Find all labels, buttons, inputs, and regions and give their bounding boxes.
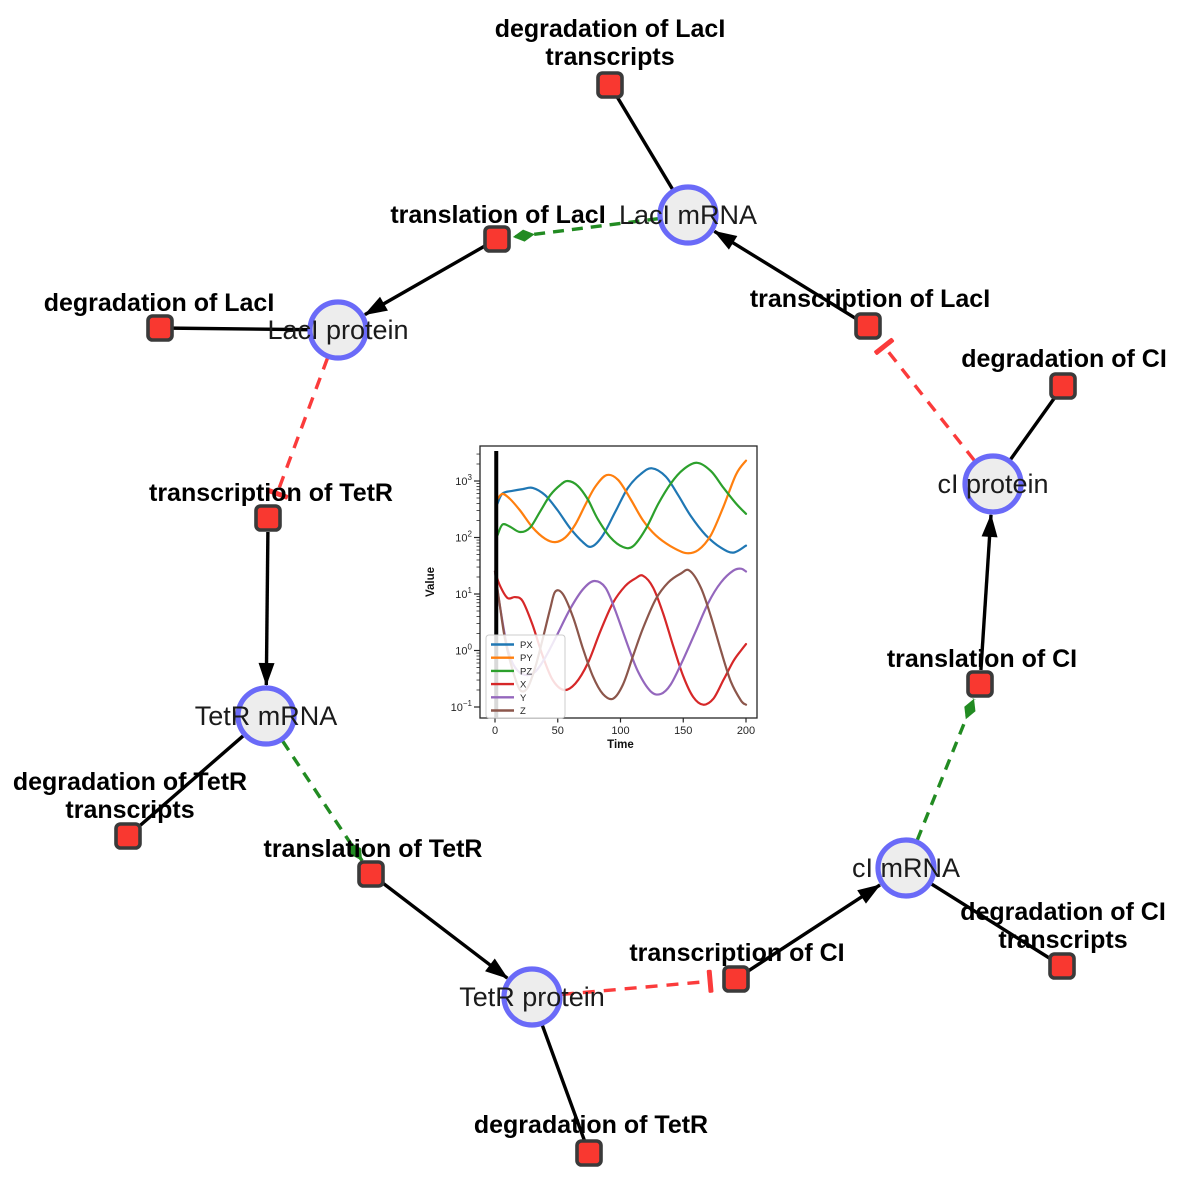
- species-node-ci_mrna[interactable]: [875, 837, 937, 899]
- reaction-node-deg_tetr_tx[interactable]: [114, 822, 142, 850]
- reaction-label-deg_tetr_tx-line2: transcripts: [65, 796, 194, 824]
- species-node-laci_protein[interactable]: [307, 299, 369, 361]
- species-label-laci_mrna: LacI mRNA: [619, 200, 757, 230]
- reaction-node-transl_ci[interactable]: [966, 670, 994, 698]
- edge-arrow-transl_ci-ci_protein: [979, 513, 998, 671]
- reaction-label-deg_tetr: degradation of TetR: [474, 1111, 708, 1139]
- edge-arrow-transl_laci-laci_protein: [364, 244, 486, 317]
- reaction-label-deg_ci_tx-line2: transcripts: [998, 926, 1127, 954]
- reaction-node-deg_ci_tx[interactable]: [1048, 952, 1076, 980]
- chart-axes: 0 50 100 150 200 10−1 100 101 102 103 Time Value: [425, 445, 758, 751]
- edge-activation-ci_mrna-transl_ci: [915, 698, 976, 841]
- edge-activation-tetr_mrna-transl_tetr: [281, 740, 364, 862]
- x-tick-0: 0: [492, 725, 498, 737]
- reaction-label-tx_laci: transcription of LacI: [750, 285, 990, 313]
- reaction-node-tx_ci[interactable]: [722, 965, 750, 993]
- reaction-node-tx_laci[interactable]: [854, 312, 882, 340]
- chart-series-layer: [493, 459, 748, 706]
- legend-label-Y: Y: [520, 693, 527, 704]
- species-node-tetr_protein[interactable]: [501, 966, 563, 1028]
- y-tick-1e3: 103: [455, 473, 472, 488]
- reaction-label-deg_ci: degradation of CI: [961, 345, 1167, 373]
- node-layer: [114, 71, 1077, 1167]
- legend-item-Y: Y: [491, 693, 527, 704]
- x-tick-150: 150: [674, 725, 692, 737]
- legend-label-PX: PX: [520, 640, 533, 651]
- plot-frame: [479, 445, 758, 719]
- reaction-node-deg_laci[interactable]: [146, 314, 174, 342]
- simulation-timeseries-chart: 0 50 100 150 200 10−1 100 101 102 103 Time Value PX…: [425, 445, 758, 751]
- legend-item-X: X: [491, 680, 527, 691]
- species-node-ci_protein[interactable]: [962, 453, 1024, 515]
- species-label-laci_protein: LacI protein: [267, 315, 408, 345]
- reaction-node-deg_ci[interactable]: [1049, 372, 1077, 400]
- edge-activation-laci_mrna-transl_laci: [512, 217, 659, 242]
- reaction-label-deg_laci: degradation of LacI: [44, 289, 275, 317]
- reaction-label-transl_tetr: translation of TetR: [264, 835, 483, 863]
- edge-arrow-tx_ci-ci_mrna: [746, 883, 881, 973]
- edge-arrow-tx_laci-laci_mrna: [713, 229, 857, 321]
- edge-inhibition-laci_protein-tx_tetr: [265, 357, 330, 500]
- x-axis-title: Time: [607, 739, 634, 751]
- reaction-node-tx_tetr[interactable]: [254, 504, 282, 532]
- series-X: [493, 570, 748, 706]
- species-label-ci_mrna: cI mRNA: [852, 853, 960, 883]
- species-node-tetr_mrna[interactable]: [235, 685, 297, 747]
- reaction-label-tx_ci: transcription of CI: [629, 939, 844, 967]
- reaction-label-tx_tetr: transcription of TetR: [149, 479, 393, 507]
- y-tick-1e-1: 10−1: [451, 699, 473, 714]
- reaction-label-deg_laci_tx-line2: transcripts: [545, 43, 674, 71]
- y-axis-title: Value: [425, 567, 437, 597]
- edge-layer: [126, 84, 1065, 1154]
- reaction-label-transl_laci: translation of LacI: [390, 201, 605, 229]
- reaction-node-transl_tetr[interactable]: [357, 860, 385, 888]
- reaction-node-transl_laci[interactable]: [483, 225, 511, 253]
- y-tick-1e1: 101: [455, 586, 472, 601]
- y-tick-1e2: 102: [455, 530, 472, 545]
- legend-label-PY: PY: [520, 653, 533, 664]
- reaction-label-deg_laci_tx-line1: degradation of LacI: [495, 15, 726, 43]
- species-label-ci_protein: cI protein: [937, 469, 1048, 499]
- x-tick-100: 100: [611, 725, 629, 737]
- legend-item-Z: Z: [491, 706, 526, 717]
- label-layer: degradation of LacItranscriptstranslatio…: [13, 15, 1167, 1139]
- edge-inhibition-tetr_protein-tx_ci: [561, 969, 714, 997]
- legend-label-PZ: PZ: [520, 666, 532, 677]
- species-label-tetr_mrna: TetR mRNA: [195, 701, 338, 731]
- legend-item-PZ: PZ: [491, 666, 532, 677]
- x-tick-50: 50: [552, 725, 564, 737]
- x-tick-200: 200: [737, 725, 755, 737]
- edge-arrow-transl_tetr-tetr_protein: [381, 881, 509, 980]
- edge-arrow-tx_tetr-tetr_mrna: [258, 531, 275, 686]
- reaction-node-deg_laci_tx[interactable]: [596, 71, 624, 99]
- series-PZ: [496, 461, 748, 550]
- species-node-laci_mrna[interactable]: [657, 184, 719, 246]
- chart-legend: PX PY PZ XYZ: [485, 634, 566, 719]
- chart-decorations: PX PY PZ XYZ: [485, 451, 566, 719]
- legend-label-X: X: [520, 680, 527, 691]
- edge-inhibition-ci_protein-tx_laci: [874, 337, 976, 462]
- edge-line-ci_mrna-deg_ci_tx: [905, 866, 1063, 968]
- reaction-node-deg_tetr[interactable]: [575, 1139, 603, 1167]
- y-tick-1e0: 100: [455, 643, 472, 658]
- legend-label-Z: Z: [520, 706, 526, 717]
- series-PY: [496, 459, 748, 555]
- species-label-tetr_protein: TetR protein: [459, 982, 605, 1012]
- reaction-label-transl_ci: translation of CI: [887, 645, 1077, 673]
- reaction-label-deg_ci_tx-line1: degradation of CI: [960, 898, 1166, 926]
- legend-item-PX: PX: [491, 640, 533, 651]
- reaction-label-deg_tetr_tx-line1: degradation of TetR: [13, 768, 247, 796]
- series-PX: [496, 467, 748, 554]
- legend-item-PY: PY: [491, 653, 533, 664]
